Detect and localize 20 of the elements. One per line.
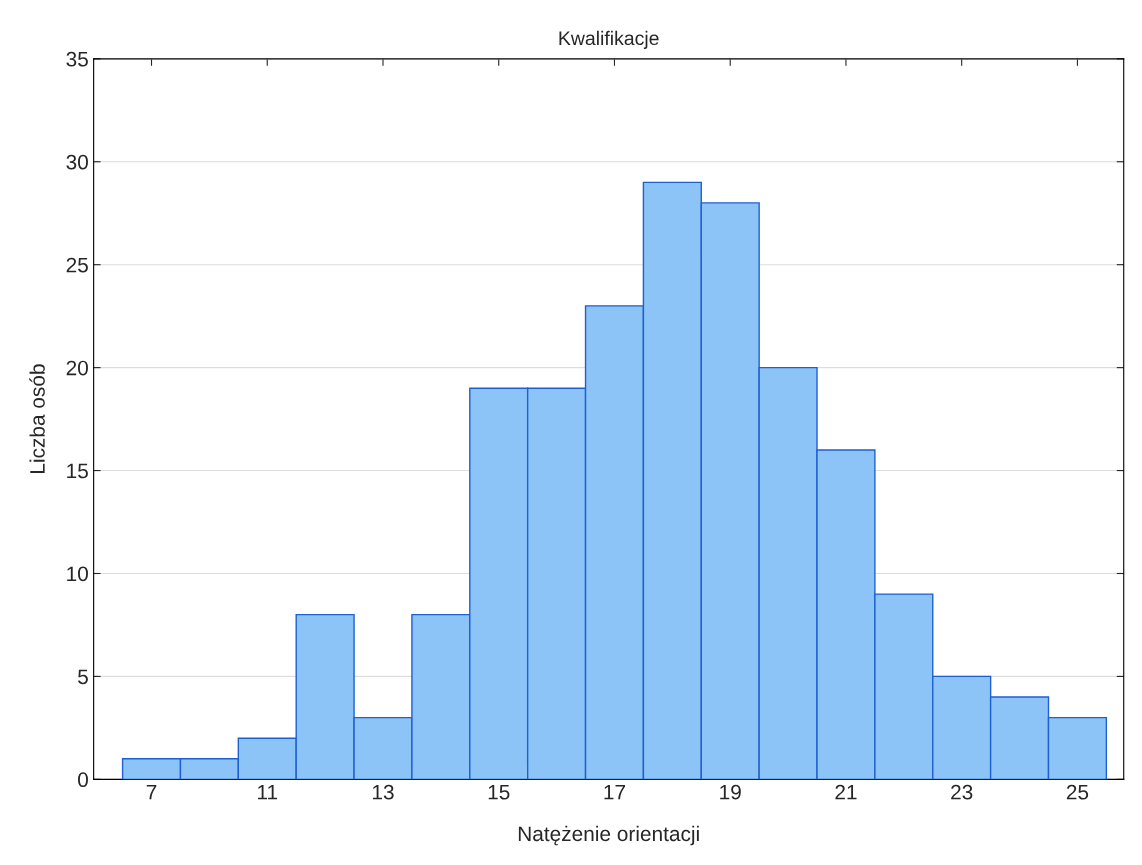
y-tick-label: 15 — [67, 463, 88, 479]
x-tick-label: 15 — [488, 784, 510, 800]
x-tick-label: 25 — [1066, 784, 1089, 800]
y-tick-label: 25 — [66, 257, 88, 273]
x-tick-label: 11 — [258, 784, 278, 800]
x-tick-label: 19 — [720, 784, 741, 800]
y-axis-title: Liczba osób — [29, 364, 45, 473]
x-tick-label: 21 — [835, 784, 857, 800]
x-tick-label: 17 — [604, 784, 626, 800]
y-tick-label: 20 — [66, 360, 88, 376]
y-tick-label: 35 — [66, 51, 88, 67]
y-tick-label: 30 — [66, 154, 88, 170]
y-tick-label: 5 — [78, 669, 88, 685]
x-tick-label: 7 — [146, 784, 157, 800]
x-tick-label: 23 — [951, 784, 973, 800]
x-tick-label: 13 — [373, 784, 394, 800]
x-axis-title: Natężenie orientacji — [518, 825, 699, 846]
chart-title: Kwalifikacje — [559, 30, 659, 49]
y-tick-label: 10 — [67, 566, 88, 582]
y-tick-label: 0 — [78, 772, 88, 788]
